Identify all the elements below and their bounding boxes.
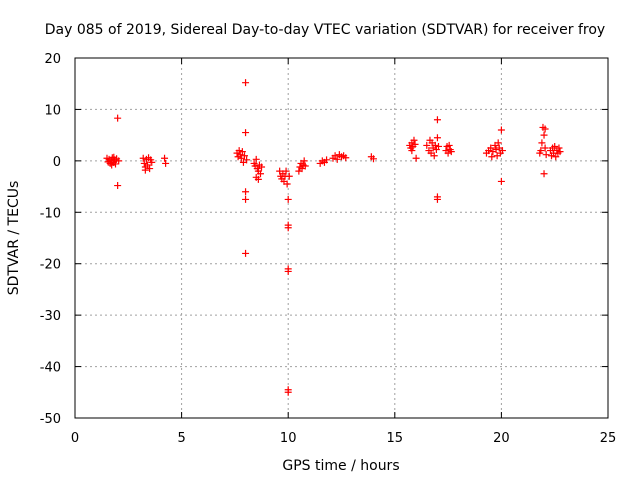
x-tick-label: 5 — [177, 431, 185, 446]
data-point — [423, 141, 431, 149]
chart-title: Day 085 of 2019, Sidereal Day-to-day VTE… — [45, 22, 605, 38]
data-point — [161, 154, 169, 162]
data-point — [552, 153, 560, 161]
data-point — [284, 267, 292, 275]
y-tick-label: -50 — [40, 412, 61, 427]
data-point — [114, 114, 122, 122]
x-tick-label: 0 — [71, 431, 79, 446]
y-tick-label: 10 — [44, 103, 61, 118]
data-point — [541, 144, 549, 152]
data-point — [143, 161, 151, 169]
x-tick-label: 20 — [493, 431, 510, 446]
y-tick-label: -10 — [40, 206, 61, 221]
data-point — [238, 148, 246, 156]
data-point — [433, 134, 441, 142]
data-points — [103, 79, 564, 396]
data-point — [541, 125, 549, 133]
data-point — [148, 158, 156, 166]
data-point — [369, 155, 377, 163]
data-point — [556, 148, 564, 156]
data-point — [258, 163, 266, 171]
data-point — [447, 148, 455, 156]
data-point — [331, 152, 339, 160]
data-point — [242, 188, 250, 196]
data-point — [497, 177, 505, 185]
data-point — [254, 175, 262, 183]
data-point — [333, 155, 341, 163]
data-point — [435, 142, 443, 150]
data-point — [240, 152, 248, 160]
data-point — [542, 151, 550, 159]
data-point — [433, 116, 441, 124]
data-point — [108, 161, 116, 169]
tick-layer: 0 5 10 15 20 25 -50 -40 -30 -20 -10 0 10 20 — [40, 52, 617, 446]
data-point — [242, 195, 250, 203]
data-point — [256, 170, 264, 178]
data-point — [444, 149, 452, 157]
data-point — [112, 160, 120, 168]
x-tick-label: 15 — [387, 431, 404, 446]
data-point — [300, 157, 308, 165]
data-point — [162, 159, 170, 167]
data-point — [537, 147, 545, 155]
data-point — [555, 144, 563, 152]
data-point — [323, 156, 331, 164]
y-tick-label: -40 — [40, 361, 61, 376]
data-point — [540, 170, 548, 178]
data-point — [284, 195, 292, 203]
data-point — [114, 182, 122, 190]
data-point — [551, 142, 559, 150]
data-point — [283, 180, 291, 188]
data-point — [110, 153, 118, 161]
data-point — [285, 172, 293, 180]
grid-layer — [75, 58, 608, 418]
data-point — [431, 141, 439, 149]
data-point — [140, 159, 148, 167]
plot-frame — [74, 57, 609, 419]
data-point — [408, 147, 416, 155]
x-axis-label: GPS time / hours — [282, 458, 399, 474]
data-point — [301, 162, 309, 170]
data-point — [410, 136, 418, 144]
y-tick-label: 0 — [53, 155, 61, 170]
data-point — [284, 388, 292, 396]
data-point — [497, 126, 505, 134]
data-point — [243, 156, 251, 164]
data-point — [411, 140, 419, 148]
data-point — [282, 167, 290, 175]
data-point — [488, 153, 496, 161]
data-point — [242, 79, 250, 87]
data-point — [540, 131, 548, 139]
x-tick-label: 10 — [280, 431, 297, 446]
data-point — [141, 166, 149, 174]
data-point — [498, 147, 506, 155]
data-point — [445, 141, 453, 149]
data-point — [284, 221, 292, 229]
data-point — [242, 129, 250, 137]
data-point — [494, 139, 502, 147]
data-point — [252, 155, 260, 163]
data-point — [538, 139, 546, 147]
y-axis-label: SDTVAR / TECUs — [6, 181, 22, 296]
data-point — [242, 249, 250, 257]
data-point — [342, 154, 350, 162]
data-point — [115, 157, 123, 165]
data-point — [235, 147, 243, 155]
data-point — [430, 152, 438, 160]
data-point — [487, 144, 495, 152]
data-point — [412, 154, 420, 162]
y-tick-label: -30 — [40, 309, 61, 324]
y-tick-label: 20 — [44, 52, 61, 67]
data-point — [492, 146, 500, 154]
y-tick-label: -20 — [40, 258, 61, 273]
data-point — [146, 165, 154, 173]
data-point — [433, 195, 441, 203]
x-tick-label: 25 — [600, 431, 617, 446]
